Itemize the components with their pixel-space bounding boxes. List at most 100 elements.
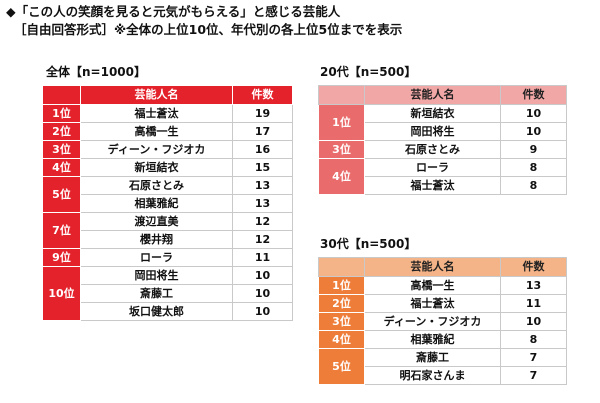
count-cell: 10	[232, 284, 293, 303]
table-row: 4位 新垣結衣 15	[42, 158, 293, 177]
name-cell: 斎藤工	[80, 284, 233, 303]
table-row: 10位 岡田将生 10	[42, 266, 293, 321]
name-cell: 新垣結衣	[364, 104, 501, 123]
table-row: 3位 ディーン・フジオカ 16	[42, 140, 293, 159]
name-cell: 相葉雅紀	[364, 330, 501, 349]
count-cell: 13	[500, 276, 567, 295]
count-col-header: 件数	[232, 85, 293, 105]
count-cell: 8	[500, 330, 567, 349]
count-cell: 16	[232, 140, 293, 159]
count-cell: 19	[232, 104, 293, 123]
name-col-header: 芸能人名	[364, 257, 501, 277]
table-row: 斎藤工 10	[43, 284, 293, 303]
table-row: 7位 渡辺直美 12	[42, 212, 293, 249]
rank-cell: 9位	[42, 248, 81, 267]
overall-ranking-table: 芸能人名 件数 1位 福士蒼汰 19 2位 高橋一生 17 3位 ディーン・フジ…	[42, 85, 293, 321]
name-cell: 石原さとみ	[364, 140, 501, 159]
count-cell: 7	[500, 348, 567, 367]
name-cell: ローラ	[80, 248, 233, 267]
table-row: 2位 福士蒼汰 11	[318, 294, 567, 313]
rank-col-header	[318, 257, 365, 277]
table-row: 1位 高橋一生 13	[318, 276, 567, 295]
name-cell: 高橋一生	[364, 276, 501, 295]
count-cell: 17	[232, 122, 293, 141]
table-row: 明石家さんま 7	[319, 366, 567, 385]
rank-cell: 3位	[318, 140, 365, 159]
count-col-header: 件数	[500, 257, 567, 277]
rank-cell: 1位	[318, 276, 365, 295]
count-cell: 15	[232, 158, 293, 177]
count-cell: 12	[232, 212, 293, 231]
rank-cell: 2位	[318, 294, 365, 313]
name-cell: 福士蒼汰	[364, 294, 501, 313]
name-cell: ディーン・フジオカ	[364, 312, 501, 331]
rank-cell: 4位	[318, 330, 365, 349]
count-cell: 10	[500, 312, 567, 331]
rank-cell: 3位	[318, 312, 365, 331]
table-row: 5位 斎藤工 7	[318, 348, 567, 385]
count-cell: 12	[232, 230, 293, 249]
table-row: 坂口健太郎 10	[43, 302, 293, 321]
table-row: 3位 石原さとみ 9	[318, 140, 567, 159]
table-row: 4位 ローラ 8	[318, 158, 567, 195]
table-row: 4位 相葉雅紀 8	[318, 330, 567, 349]
name-cell: 福士蒼汰	[364, 176, 501, 195]
table-row: 福士蒼汰 8	[319, 176, 567, 195]
age30-ranking-table: 芸能人名 件数 1位 高橋一生 13 2位 福士蒼汰 11 3位 ディーン・フジ…	[318, 257, 567, 385]
table-row: 1位 福士蒼汰 19	[42, 104, 293, 123]
table-header-row: 芸能人名 件数	[42, 85, 293, 105]
table-row: 櫻井翔 12	[43, 230, 293, 249]
count-cell: 13	[232, 194, 293, 213]
rank-cell: 2位	[42, 122, 81, 141]
name-cell: 渡辺直美	[80, 212, 233, 231]
count-cell: 10	[232, 302, 293, 321]
table-header-row: 芸能人名 件数	[318, 85, 567, 105]
rank-cell: 3位	[42, 140, 81, 159]
page-subtitle: ［自由回答形式］※全体の上位10位、年代別の各上位5位までを表示	[14, 22, 403, 37]
count-cell: 10	[232, 266, 293, 285]
count-cell: 8	[500, 176, 567, 195]
name-cell: ディーン・フジオカ	[80, 140, 233, 159]
table-row: 3位 ディーン・フジオカ 10	[318, 312, 567, 331]
rank-cell: 1位	[42, 104, 81, 123]
name-cell: 坂口健太郎	[80, 302, 233, 321]
count-cell: 11	[500, 294, 567, 313]
name-cell: 相葉雅紀	[80, 194, 233, 213]
count-cell: 10	[500, 122, 567, 141]
name-col-header: 芸能人名	[364, 85, 501, 105]
name-cell: 岡田将生	[80, 266, 233, 285]
name-cell: 岡田将生	[364, 122, 501, 141]
name-cell: 石原さとみ	[80, 176, 233, 195]
name-cell: 明石家さんま	[364, 366, 501, 385]
overall-section-title: 全体【n=1000】	[46, 65, 146, 79]
count-cell: 7	[500, 366, 567, 385]
count-cell: 13	[232, 176, 293, 195]
name-cell: 櫻井翔	[80, 230, 233, 249]
count-col-header: 件数	[500, 85, 567, 105]
rank-cell: 4位	[318, 158, 365, 195]
table-row: 2位 高橋一生 17	[42, 122, 293, 141]
rank-cell: 5位	[42, 176, 81, 213]
count-cell: 8	[500, 158, 567, 177]
name-cell: 新垣結衣	[80, 158, 233, 177]
name-cell: 福士蒼汰	[80, 104, 233, 123]
count-cell: 9	[500, 140, 567, 159]
rank-cell: 10位	[42, 266, 81, 321]
page-title: ◆「この人の笑顔を見ると元気がもらえる」と感じる芸能人	[6, 4, 341, 19]
rank-cell: 5位	[318, 348, 365, 385]
rank-col-header	[318, 85, 365, 105]
name-cell: 斎藤工	[364, 348, 501, 367]
name-col-header: 芸能人名	[80, 85, 233, 105]
name-cell: 高橋一生	[80, 122, 233, 141]
count-cell: 10	[500, 104, 567, 123]
age20-ranking-table: 芸能人名 件数 1位 新垣結衣 10 岡田将生 10 3位 石原さとみ 9 4位…	[318, 85, 567, 195]
table-header-row: 芸能人名 件数	[318, 257, 567, 277]
count-cell: 11	[232, 248, 293, 267]
name-cell: ローラ	[364, 158, 501, 177]
rank-col-header	[42, 85, 81, 105]
age20-section-title: 20代【n=500】	[320, 65, 417, 79]
rank-cell: 1位	[318, 104, 365, 141]
rank-cell: 7位	[42, 212, 81, 249]
table-row: 5位 石原さとみ 13	[42, 176, 293, 213]
table-row: 相葉雅紀 13	[43, 194, 293, 213]
